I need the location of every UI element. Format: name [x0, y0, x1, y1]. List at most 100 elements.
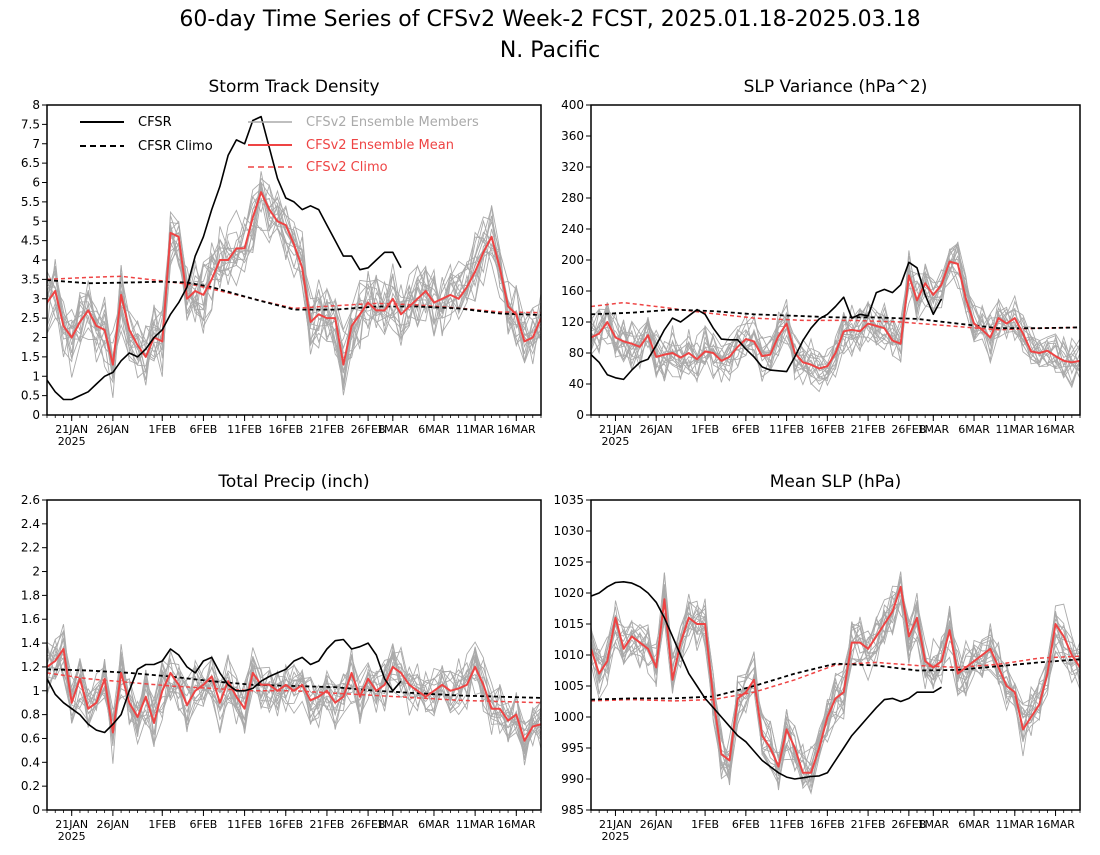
total-precip-ytick-label: 2.2 [21, 541, 40, 555]
slp-variance-cfsr-climo-line [591, 308, 1080, 330]
slp-variance-plot-area [591, 241, 1080, 393]
mean-slp-xtick-label: 16FEB [810, 818, 845, 831]
total-precip-ytick-label: 1.8 [21, 588, 40, 602]
total-precip-ytick-label: 0.6 [21, 731, 40, 745]
total-precip-xtick-label: 26FEB [351, 818, 386, 831]
mean-slp-ensemble-mean-line [591, 585, 1080, 774]
slp-variance-ytick-label: 40 [569, 377, 584, 391]
slp-variance-xtick-label: 11FEB [769, 423, 804, 436]
slp-variance-ytick-label: 160 [561, 284, 584, 298]
storm-track-density-ytick-label: 8 [32, 98, 40, 112]
mean-slp-ytick-label: 985 [561, 803, 584, 817]
storm-track-density-ytick-label: 3 [32, 292, 40, 306]
total-precip-member-line [47, 645, 541, 764]
mean-slp-xtick-label: 21JAN [599, 818, 632, 831]
mean-slp-ytick-label: 1005 [553, 679, 584, 693]
mean-slp-ytick-label: 995 [561, 741, 584, 755]
legend-cfsv2-climo-label: CFSv2 Climo [306, 160, 388, 175]
slp-variance-ytick-label: 0 [576, 408, 584, 422]
storm-track-density-member-line [47, 187, 541, 367]
storm-track-density-title: Storm Track Density [208, 77, 379, 97]
total-precip-ytick-label: 0 [32, 803, 40, 817]
mean-slp-xtick-label: 26JAN [640, 818, 673, 831]
storm-track-density-xtick-label: 6FEB [190, 423, 218, 436]
mean-slp-year-label: 2025 [601, 830, 629, 843]
total-precip-member-line [47, 638, 541, 737]
total-precip-ytick-label: 2.6 [21, 493, 40, 507]
slp-variance-xtick-label: 26FEB [891, 423, 926, 436]
storm-track-density-cfsr-climo-line [47, 279, 541, 316]
storm-track-density-xtick-label: 21FEB [310, 423, 345, 436]
storm-track-density-ytick-label: 6 [32, 176, 40, 190]
storm-track-density-ensemble-mean-line [47, 191, 541, 366]
storm-track-density-member-line [47, 192, 541, 359]
slp-variance-xtick-label: 16MAR [1036, 423, 1075, 436]
storm-track-density-ytick-label: 4 [32, 253, 40, 267]
storm-track-density-xtick-label: 16MAR [497, 423, 536, 436]
total-precip-ensemble-mean-line [47, 648, 541, 742]
total-precip-ytick-label: 2.4 [21, 517, 40, 531]
slp-variance-xtick-label: 16FEB [810, 423, 845, 436]
slp-variance-xtick-label: 21FEB [851, 423, 886, 436]
slp-variance-ytick-label: 240 [561, 222, 584, 236]
mean-slp-frame [590, 499, 1081, 811]
mean-slp-cfsr-climo-line [591, 658, 1080, 701]
total-precip-cfsr-line [47, 638, 402, 734]
total-precip-member-line [47, 652, 541, 747]
storm-track-density-ytick-label: 0.5 [21, 389, 40, 403]
mean-slp-xtick-label: 6FEB [732, 818, 760, 831]
storm-track-density-ytick-label: 4.5 [21, 234, 40, 248]
mean-slp-xtick-label: 1FEB [691, 818, 719, 831]
storm-track-density-ytick-label: 0 [32, 408, 40, 422]
total-precip-ytick-label: 0.2 [21, 779, 40, 793]
storm-track-density-member-line [47, 182, 541, 363]
storm-track-density-xtick-label: 21JAN [55, 423, 88, 436]
legend-cfsr-label: CFSR [138, 115, 172, 130]
panel-slp-variance: SLP Variance (hPa^2) 0 40 80 120 160 200 240 280… [561, 77, 1081, 448]
slp-variance-ytick-label: 360 [561, 129, 584, 143]
mean-slp-xtick-label: 26FEB [891, 818, 926, 831]
total-precip-xtick-label: 6FEB [190, 818, 218, 831]
storm-track-density-ytick-label: 2.5 [21, 311, 40, 325]
total-precip-year-label: 2025 [58, 830, 86, 843]
storm-track-density-ytick-label: 7 [32, 137, 40, 151]
total-precip-member-line [47, 643, 541, 748]
total-precip-xtick-label: 1FEB [148, 818, 176, 831]
storm-track-density-ytick-label: 1.5 [21, 350, 40, 364]
figure-subtitle: N. Pacific [500, 38, 600, 63]
mean-slp-title: Mean SLP (hPa) [770, 472, 902, 492]
slp-variance-member-line [591, 248, 1080, 386]
storm-track-density-year-label: 2025 [58, 435, 86, 448]
mean-slp-ytick-label: 1000 [553, 710, 584, 724]
mean-slp-ytick-label: 1035 [553, 493, 584, 507]
storm-track-density-cfsr-line [47, 115, 402, 401]
storm-track-density-ytick-label: 5.5 [21, 195, 40, 209]
legend-members-label: CFSv2 Ensemble Members [306, 115, 479, 130]
slp-variance-member-line [591, 248, 1080, 393]
panel-storm-track-density: Storm Track Density 0 0.5 1 1.5 2 2.5 3 3.5 4 4.5 5… [21, 77, 542, 448]
storm-track-density-plot-area [47, 115, 541, 401]
legend-mean-label: CFSv2 Ensemble Mean [306, 138, 454, 153]
slp-variance-ensemble-mean-line [591, 260, 1080, 370]
slp-variance-member-line [591, 260, 1080, 389]
storm-track-density-xtick-label: 26JAN [96, 423, 129, 436]
total-precip-member-line [47, 624, 541, 735]
slp-variance-member-line [591, 255, 1080, 384]
mean-slp-member-line [591, 585, 1080, 777]
storm-track-density-xtick-label: 6MAR [418, 423, 450, 436]
storm-track-density-ytick-label: 2 [32, 331, 40, 345]
slp-variance-year-label: 2025 [601, 435, 629, 448]
slp-variance-cfsv2-climo-line [591, 301, 1080, 331]
slp-variance-xtick-label: 1FEB [691, 423, 719, 436]
total-precip-ytick-label: 2 [32, 565, 40, 579]
storm-track-density-xtick-label: 1FEB [148, 423, 176, 436]
storm-track-density-member-line [47, 188, 541, 396]
mean-slp-xtick-label: 6MAR [958, 818, 990, 831]
total-precip-xtick-label: 16FEB [268, 818, 303, 831]
mean-slp-ytick-label: 990 [561, 772, 584, 786]
total-precip-ytick-label: 1.6 [21, 612, 40, 626]
total-precip-title: Total Precip (inch) [217, 472, 369, 492]
total-precip-xtick-label: 11FEB [227, 818, 262, 831]
slp-variance-xtick-label: 11MAR [995, 423, 1034, 436]
